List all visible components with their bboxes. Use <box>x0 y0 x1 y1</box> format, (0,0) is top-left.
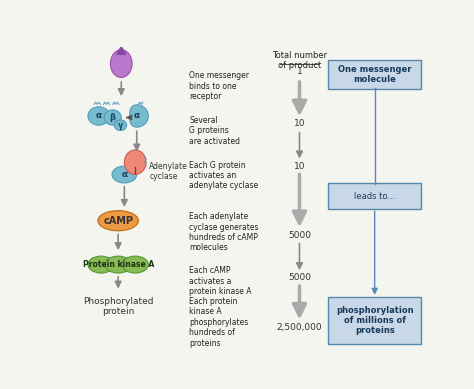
FancyBboxPatch shape <box>328 60 421 89</box>
FancyBboxPatch shape <box>328 183 421 209</box>
Text: Protein kinase A: Protein kinase A <box>82 260 154 269</box>
Text: Phosphorylated
protein: Phosphorylated protein <box>83 297 154 316</box>
Text: Each cAMP
activates a
protein kinase A: Each cAMP activates a protein kinase A <box>190 266 252 296</box>
Ellipse shape <box>110 50 132 77</box>
Text: 2,500,000: 2,500,000 <box>277 323 322 332</box>
Ellipse shape <box>88 107 109 125</box>
Text: 5000: 5000 <box>288 273 311 282</box>
Text: Total number
of product: Total number of product <box>272 51 327 70</box>
Polygon shape <box>130 105 148 127</box>
Text: Each protein
kinase A
phosphorylates
hundreds of
proteins: Each protein kinase A phosphorylates hun… <box>190 297 249 347</box>
Ellipse shape <box>114 120 127 131</box>
Text: cAMP: cAMP <box>103 216 133 226</box>
Text: 5000: 5000 <box>288 231 311 240</box>
Polygon shape <box>117 47 126 54</box>
Ellipse shape <box>105 256 131 273</box>
Text: β: β <box>109 113 116 122</box>
Text: α: α <box>134 112 140 121</box>
Text: 10: 10 <box>294 119 305 128</box>
Text: α: α <box>121 170 128 179</box>
Text: Each G protein
activates an
adenylate cyclase: Each G protein activates an adenylate cy… <box>190 161 259 191</box>
Ellipse shape <box>112 166 137 183</box>
Text: α: α <box>96 112 102 121</box>
Text: Several
G proteins
are activated: Several G proteins are activated <box>190 116 240 146</box>
Text: Each adenylate
cyclase generates
hundreds of cAMP
molecules: Each adenylate cyclase generates hundred… <box>190 212 259 252</box>
Text: phosphorylation
of millions of
proteins: phosphorylation of millions of proteins <box>336 305 413 335</box>
Ellipse shape <box>88 256 114 273</box>
Text: One messenger
binds to one
receptor: One messenger binds to one receptor <box>190 71 249 101</box>
Text: leads to...: leads to... <box>354 191 395 201</box>
Ellipse shape <box>98 211 138 231</box>
Ellipse shape <box>122 256 148 273</box>
Ellipse shape <box>124 150 146 175</box>
Text: One messenger
molecule: One messenger molecule <box>338 65 411 84</box>
Text: γ: γ <box>118 121 123 130</box>
Text: Adenylate
cyclase: Adenylate cyclase <box>149 162 188 181</box>
Text: 10: 10 <box>294 161 305 170</box>
Text: 1: 1 <box>297 67 302 76</box>
Ellipse shape <box>104 110 121 125</box>
FancyBboxPatch shape <box>328 297 421 344</box>
